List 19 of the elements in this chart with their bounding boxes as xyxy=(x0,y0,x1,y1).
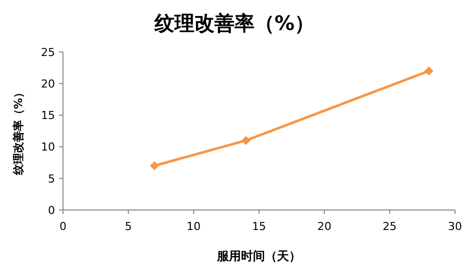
x-tick-label: 20 xyxy=(317,220,332,233)
y-tick-label: 5 xyxy=(48,172,55,186)
y-axis-title: 纹理改善率（%） xyxy=(12,86,25,176)
x-tick-label: 15 xyxy=(252,220,266,233)
point xyxy=(241,136,250,145)
x-tick-label: 0 xyxy=(60,220,66,233)
x-tick-label: 25 xyxy=(382,220,397,233)
x-tick-label: 10 xyxy=(186,220,201,233)
chart-title: 纹理改善率（%） xyxy=(153,11,315,35)
x-tick-label: 30 xyxy=(448,220,462,233)
y-tick-label: 10 xyxy=(41,140,55,154)
y-tick-label: 25 xyxy=(41,46,55,59)
point xyxy=(150,161,159,170)
x-axis-title: 服用时间（天） xyxy=(216,249,301,263)
x-tick-label: 5 xyxy=(124,220,132,233)
y-tick-label: 20 xyxy=(41,77,55,90)
y-tick-label: 0 xyxy=(48,204,55,217)
point xyxy=(424,66,434,76)
y-tick-label: 15 xyxy=(41,109,55,122)
